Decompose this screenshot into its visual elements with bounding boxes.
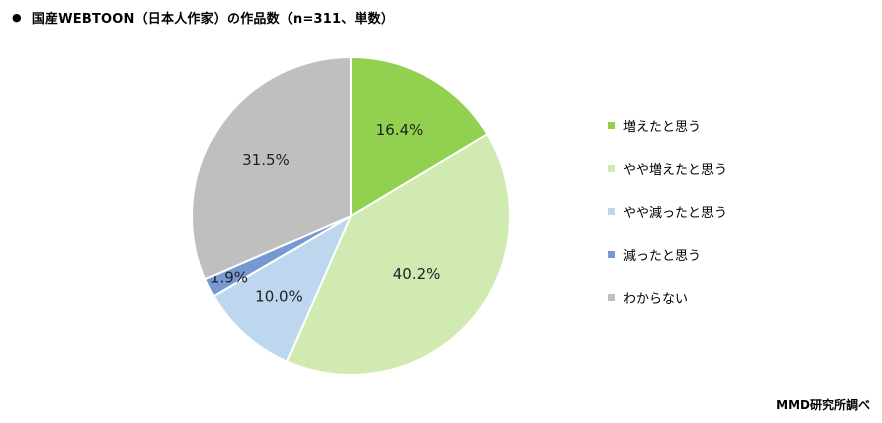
legend-label-3: 減ったと思う: [623, 248, 702, 264]
slice-label-2: 10.0%: [255, 288, 303, 306]
bullet-icon: ●: [12, 11, 22, 24]
legend-swatch-3: [608, 250, 615, 258]
legend-swatch-4: [608, 293, 615, 301]
slice-label-0: 16.4%: [376, 121, 424, 139]
legend-item-3: 減ったと思う: [608, 245, 727, 264]
slice-label-4: 31.5%: [242, 151, 290, 169]
pie-slice-0: [350, 55, 489, 218]
legend-label-0: 増えたと思う: [623, 119, 702, 135]
chart-title-text: 国産WEBTOON（日本人作家）の作品数（n=311、単数）: [31, 12, 395, 27]
legend-swatch-1: [608, 164, 615, 172]
slice-label-1: 40.2%: [393, 265, 441, 283]
legend-swatch-0: [608, 121, 615, 129]
legend-label-2: やや減ったと思う: [623, 205, 728, 221]
legend-label-1: やや増えたと思う: [623, 162, 728, 178]
legend-item-2: やや減ったと思う: [608, 202, 728, 221]
legend-item-0: 増えたと思う: [608, 116, 727, 135]
legend-label-4: わからない: [623, 291, 689, 307]
legend-swatch-2: [608, 207, 615, 215]
pie-slice-2: [212, 213, 354, 363]
legend-item-1: やや増えたと思う: [608, 159, 728, 178]
source-note: MMD研究所調べ: [776, 398, 870, 412]
pie-slice-4: [191, 55, 352, 281]
legend: 増えたと思う やや増えたと思う やや減ったと思う 減ったと思う わからない: [608, 116, 727, 331]
pie-slice-1: [285, 132, 511, 376]
legend-item-4: わからない: [608, 288, 727, 307]
chart-title: ● 国産WEBTOON（日本人作家）の作品数（n=311、単数）: [12, 8, 394, 27]
